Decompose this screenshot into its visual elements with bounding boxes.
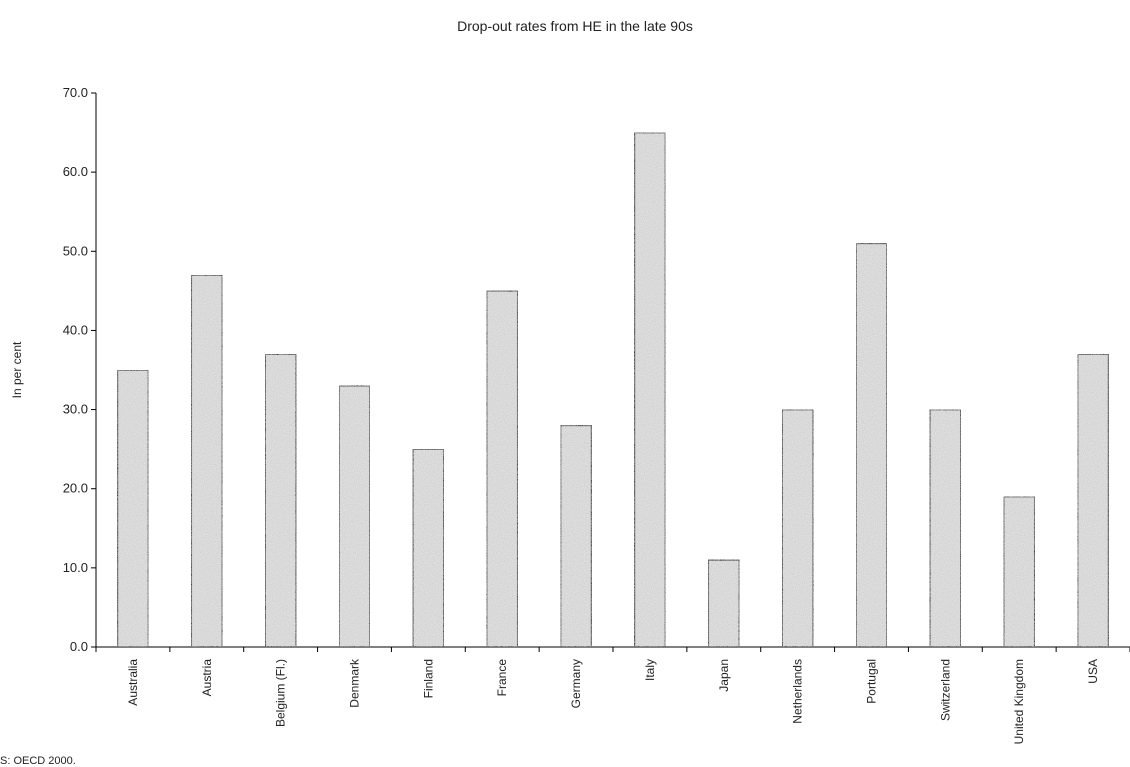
x-tick-label: Switzerland xyxy=(938,659,952,721)
x-tick-label: USA xyxy=(1086,659,1100,684)
y-tick-label: 50.0 xyxy=(63,243,88,258)
x-tick-label: Germany xyxy=(569,659,583,708)
bar-finland xyxy=(412,448,445,648)
x-tick-label: France xyxy=(495,659,509,697)
plot-area: 0.0 10.0 20.0 30.0 40.0 50.0 60.0 70.0 Australia… xyxy=(63,85,1130,744)
x-tick-label: Portugal xyxy=(865,659,879,704)
y-tick-label: 10.0 xyxy=(63,560,88,575)
y-tick-label: 30.0 xyxy=(63,402,88,417)
bar-switzerland xyxy=(929,408,962,648)
y-tick-label: 0.0 xyxy=(70,639,88,654)
bar-japan xyxy=(707,559,741,648)
bar-usa xyxy=(1076,353,1110,648)
y-tick-label: 20.0 xyxy=(63,481,88,496)
y-axis-label: In per cent xyxy=(10,341,24,398)
x-tick-label: Austria xyxy=(200,659,214,697)
bar-denmark xyxy=(338,385,371,648)
source-note: S: OECD 2000. xyxy=(0,755,76,767)
y-tick-label: 70.0 xyxy=(63,85,88,100)
x-tick-label: Finland xyxy=(421,659,435,698)
x-tick-label: Italy xyxy=(643,659,657,681)
bar-united-kingdom xyxy=(1002,495,1036,648)
y-tick-label: 60.0 xyxy=(63,164,88,179)
x-tick-label: Japan xyxy=(717,659,731,692)
bar-italy xyxy=(633,131,667,648)
x-tick-label: Netherlands xyxy=(791,659,805,724)
bar-belgium-fl xyxy=(264,353,297,648)
bar-germany xyxy=(559,424,593,648)
bar-france xyxy=(485,290,519,648)
bar-australia xyxy=(116,369,150,648)
x-tick-label: United Kingdom xyxy=(1012,659,1026,744)
x-tick-label: Belgium (Fl.) xyxy=(274,659,288,727)
x-tick-label: Australia xyxy=(126,659,140,706)
bar-portugal xyxy=(855,242,888,648)
bar-netherlands xyxy=(781,408,814,648)
bar-austria xyxy=(190,274,224,648)
y-tick-label: 40.0 xyxy=(63,322,88,337)
chart-title: Drop-out rates from HE in the late 90s xyxy=(457,18,693,34)
x-tick-label: Denmark xyxy=(348,658,362,708)
